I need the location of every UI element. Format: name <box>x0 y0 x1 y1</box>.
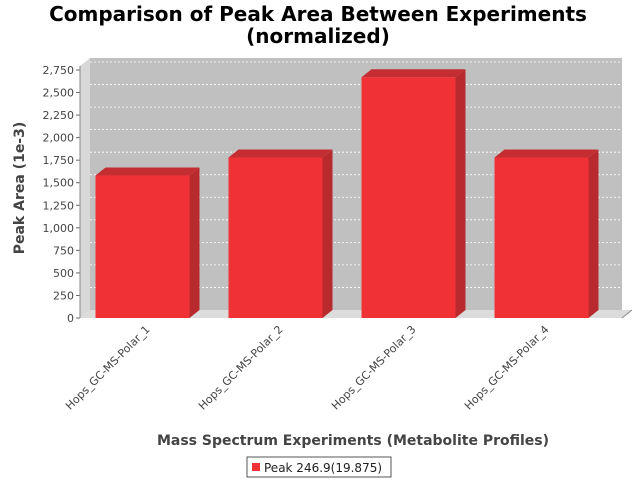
y-tick-label: 2,500 <box>43 87 75 100</box>
y-tick-label: 1,000 <box>43 222 75 235</box>
y-tick-label: 2,000 <box>43 132 75 145</box>
bar <box>494 157 589 318</box>
y-axis: 0 250 500 750 1,000 1,250 1,500 1,750 2,000 2,250… <box>43 64 81 325</box>
y-tick-label: 2,250 <box>43 109 75 122</box>
plot-left-wall <box>80 58 90 318</box>
y-tick-label: 250 <box>53 289 74 302</box>
legend-box <box>246 456 392 478</box>
y-tick-label: 1,250 <box>43 199 75 212</box>
chart-subtitle: (normalized) <box>246 24 390 48</box>
legend: Peak 246.9(19.875) <box>246 456 392 478</box>
bar-side <box>322 149 333 318</box>
plot-floor <box>80 310 632 318</box>
x-axis: Hops_GC-MS-Polar_1 Hops_GC-MS-Polar_2 Hops… <box>63 323 552 413</box>
bar-top <box>494 149 599 158</box>
bar <box>228 157 323 318</box>
floor-edge <box>621 309 633 319</box>
bar <box>95 175 190 318</box>
bar <box>361 77 456 319</box>
y-tick-label: 0 <box>67 312 74 325</box>
plot-back-wall <box>90 58 622 310</box>
y-axis-label: Peak Area (1e-3) <box>12 122 28 255</box>
plot-background <box>80 58 633 319</box>
bar-side <box>189 167 200 318</box>
x-tick-label: Hops_GC-MS-Polar_1 <box>63 323 153 413</box>
x-tick-label: Hops_GC-MS-Polar_4 <box>462 323 552 413</box>
x-tick-label: Hops_GC-MS-Polar_2 <box>196 323 286 413</box>
legend-label: Peak 246.9(19.875) <box>264 461 382 475</box>
bar-side <box>455 69 466 319</box>
y-tick-label: 500 <box>53 267 74 280</box>
bars <box>95 69 599 319</box>
bar-top <box>361 69 466 78</box>
y-tick-label: 750 <box>53 244 74 257</box>
legend-swatch <box>252 463 260 471</box>
y-tick-label: 1,500 <box>43 177 75 190</box>
chart-title: Comparison of Peak Area Between Experime… <box>49 2 587 26</box>
bar-top <box>228 149 333 158</box>
bar-side <box>588 149 599 318</box>
x-tick-label: Hops_GC-MS-Polar_3 <box>329 323 419 413</box>
x-axis-label: Mass Spectrum Experiments (Metabolite Pr… <box>157 433 549 449</box>
y-tick-label: 1,750 <box>43 154 75 167</box>
bar-top <box>95 167 200 176</box>
y-tick-label: 2,750 <box>43 64 75 77</box>
